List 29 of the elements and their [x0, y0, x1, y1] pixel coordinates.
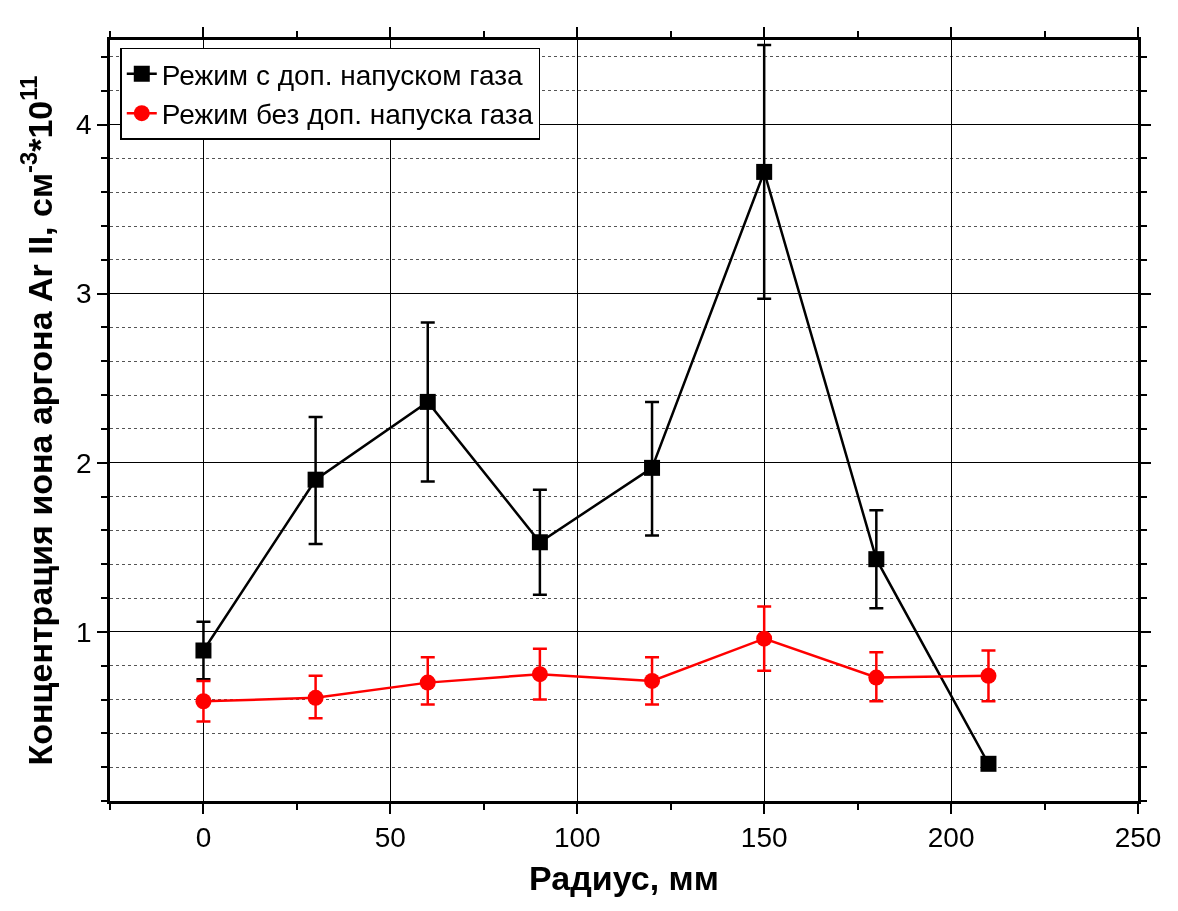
point: [644, 672, 661, 689]
point: [980, 667, 997, 684]
point: [644, 459, 661, 476]
point: [980, 755, 997, 772]
legend-label: Режим с доп. напуском газа: [161, 59, 524, 91]
y-tick-label: 1: [76, 616, 92, 648]
y-tick-label: 3: [76, 278, 92, 310]
legend-label: Режим без доп. напуска газа: [161, 99, 534, 131]
point: [195, 642, 212, 659]
x-tick-label: 50: [374, 822, 406, 854]
point: [756, 630, 773, 647]
x-axis-title: Радиус, мм: [529, 858, 719, 897]
point: [307, 471, 324, 488]
point: [868, 669, 885, 686]
point: [419, 393, 436, 410]
y-tick-label: 4: [76, 109, 92, 141]
point: [868, 551, 885, 568]
x-tick-label: 250: [1114, 822, 1162, 854]
x-tick-label: 150: [740, 822, 788, 854]
point: [756, 163, 773, 180]
point: [195, 693, 212, 710]
point: [419, 674, 436, 691]
point: [531, 534, 548, 551]
point: [531, 666, 548, 683]
point: [307, 689, 324, 706]
x-tick-label: 0: [195, 822, 212, 854]
y-tick-label: 2: [76, 447, 92, 479]
x-tick-label: 100: [553, 822, 601, 854]
x-tick-label: 200: [927, 822, 975, 854]
